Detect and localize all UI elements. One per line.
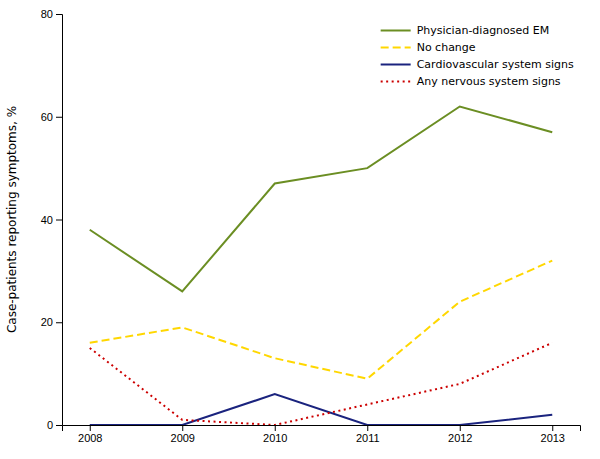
legend-swatch xyxy=(381,64,411,66)
tick-label: 2013 xyxy=(541,432,565,444)
tick-label: 80 xyxy=(41,8,53,20)
tick-mark xyxy=(460,425,461,431)
plot: 2008 2009 2010 2011 2012 2013 0 20 40 60 80 Case-pa… xyxy=(5,8,581,444)
tick-mark xyxy=(90,425,91,431)
tick: 0 xyxy=(47,419,62,431)
tick-label: 2009 xyxy=(171,432,195,444)
series-line xyxy=(90,343,553,425)
tick: 2011 xyxy=(356,425,380,444)
legend-item: No change xyxy=(381,41,476,54)
legend-item: Any nervous system signs xyxy=(381,75,561,88)
axis-line xyxy=(63,426,581,432)
tick-mark xyxy=(552,425,553,431)
tick-mark xyxy=(182,425,183,431)
tick-label: 2012 xyxy=(448,432,472,444)
tick-mark xyxy=(275,425,276,431)
legend-label: Any nervous system signs xyxy=(417,75,561,88)
legend-label: No change xyxy=(417,41,476,54)
tick: 2012 xyxy=(448,425,472,444)
legend-swatch xyxy=(381,81,411,83)
tick-mark xyxy=(56,14,62,15)
tick-mark xyxy=(56,425,62,426)
tick: 2010 xyxy=(263,425,287,444)
lines xyxy=(90,106,553,425)
tick-mark xyxy=(367,425,368,431)
tick: 60 xyxy=(41,111,62,123)
tick-label: 40 xyxy=(41,214,53,226)
legend-swatch xyxy=(381,47,411,49)
tick-label: 2010 xyxy=(263,432,287,444)
x-axis: 2008 2009 2010 2011 2012 2013 xyxy=(63,425,581,444)
tick-label: 20 xyxy=(41,316,53,328)
y-axis-title: Case-patients reporting symptoms, % xyxy=(5,106,19,333)
legend-swatch xyxy=(381,30,411,32)
y-axis: 0 20 40 60 80 xyxy=(41,8,63,431)
axis-line xyxy=(56,15,63,426)
series-line xyxy=(90,261,553,379)
tick-mark xyxy=(56,117,62,118)
legend-label: Cardiovascular system signs xyxy=(417,58,574,71)
tick: 2009 xyxy=(171,425,195,444)
tick-label: 2008 xyxy=(78,432,102,444)
chart: 2008 2009 2010 2011 2012 2013 0 20 40 60 80 Case-pa… xyxy=(0,0,600,459)
tick: 2008 xyxy=(78,425,102,444)
tick: 20 xyxy=(41,316,62,328)
legend-item: Physician-diagnosed EM xyxy=(381,24,550,37)
tick: 80 xyxy=(41,8,62,20)
tick-label: 2011 xyxy=(356,432,380,444)
legend: Physician-diagnosed EM No change Cardiovas… xyxy=(381,24,574,88)
tick: 2013 xyxy=(541,425,565,444)
tick-label: 0 xyxy=(47,419,53,431)
tick: 40 xyxy=(41,214,62,226)
tick-mark xyxy=(56,322,62,323)
legend-label: Physician-diagnosed EM xyxy=(417,24,550,37)
tick-mark xyxy=(56,220,62,221)
series-line xyxy=(90,394,553,425)
legend-item: Cardiovascular system signs xyxy=(381,58,574,71)
tick-label: 60 xyxy=(41,111,53,123)
series-line xyxy=(90,106,553,291)
